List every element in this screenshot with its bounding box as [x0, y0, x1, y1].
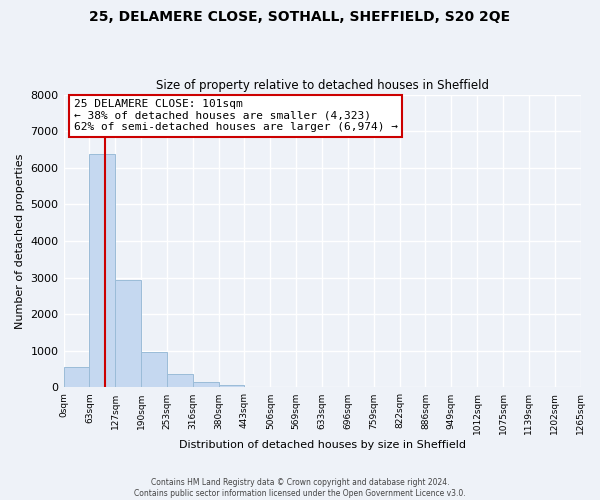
Text: Contains HM Land Registry data © Crown copyright and database right 2024.
Contai: Contains HM Land Registry data © Crown c…: [134, 478, 466, 498]
Bar: [64, 367, 89, 388]
Bar: [115, 280, 141, 388]
Title: Size of property relative to detached houses in Sheffield: Size of property relative to detached ho…: [155, 79, 488, 92]
Bar: [141, 352, 167, 388]
Text: 25, DELAMERE CLOSE, SOTHALL, SHEFFIELD, S20 2QE: 25, DELAMERE CLOSE, SOTHALL, SHEFFIELD, …: [89, 10, 511, 24]
Bar: [167, 374, 193, 388]
Bar: [193, 382, 218, 388]
Text: 25 DELAMERE CLOSE: 101sqm
← 38% of detached houses are smaller (4,323)
62% of se: 25 DELAMERE CLOSE: 101sqm ← 38% of detac…: [74, 99, 398, 132]
X-axis label: Distribution of detached houses by size in Sheffield: Distribution of detached houses by size …: [179, 440, 466, 450]
Bar: [218, 386, 244, 388]
Bar: [89, 154, 115, 388]
Y-axis label: Number of detached properties: Number of detached properties: [15, 154, 25, 328]
